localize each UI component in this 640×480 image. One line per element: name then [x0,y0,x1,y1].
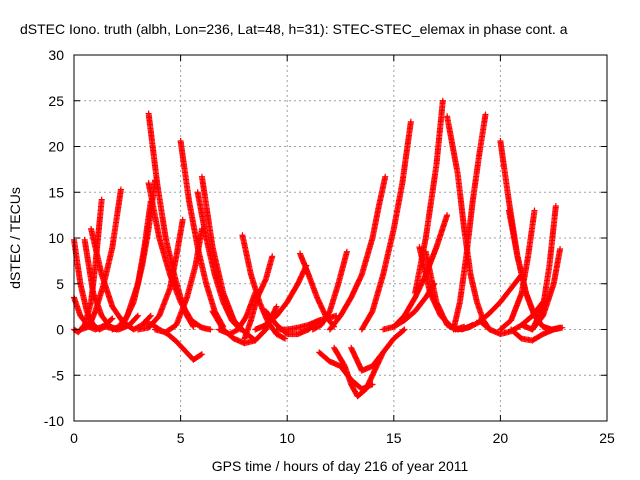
data-series [326,173,389,333]
data-series [273,312,340,333]
data-point [207,326,214,333]
data-series [450,111,489,333]
data-point [282,335,289,342]
y-tick-label: 10 [48,230,64,246]
y-tick-label: -5 [52,367,65,383]
x-tick-label: 25 [599,430,615,446]
x-tick-label: 5 [177,430,185,446]
y-tick-label: 20 [48,139,64,155]
data-point [401,326,408,333]
data-point [444,212,451,219]
y-tick-label: 25 [48,93,64,109]
data-series [348,326,408,374]
data-series [81,236,141,333]
y-tick-label: 30 [48,47,64,63]
data-point [552,202,559,209]
data-point [343,248,350,255]
x-tick-label: 20 [493,430,509,446]
data-series [412,97,446,296]
y-tick-label: 5 [56,276,64,292]
data-point [482,111,489,118]
data-point [531,207,538,214]
data-point [382,173,389,180]
y-axis-label: dSTEC / TECUs [7,187,23,289]
data-series [358,118,414,333]
data-series [241,253,276,342]
data-series [252,262,310,333]
data-point [134,312,141,319]
y-tick-label: -10 [44,413,64,429]
data-point [98,196,105,203]
y-tick-label: 0 [56,322,64,338]
x-tick-label: 15 [386,430,402,446]
data-series [141,319,205,363]
y-tick-label: 15 [48,184,64,200]
data-point [269,253,276,260]
x-tick-label: 10 [279,430,295,446]
data-point [108,316,115,323]
data-point [147,312,154,319]
data-point [146,313,153,320]
data-point [109,315,116,322]
data-point [117,186,124,193]
data-series [88,225,154,333]
data-point [179,216,186,223]
chart-title: dSTEC Iono. truth (albh, Lon=236, Lat=48… [20,21,568,37]
data-point [407,118,414,125]
data-point [400,327,407,334]
data-series [134,216,186,333]
x-axis-label: GPS time / hours of day 216 of year 2011 [212,458,469,474]
data-point [134,313,141,320]
data-point [439,97,446,104]
data-series [331,344,387,400]
data-point [273,303,280,310]
data-point [198,351,205,358]
data-point [280,334,287,341]
data-series [71,294,116,333]
data-series [145,180,214,333]
data-series [198,173,259,344]
data-series [309,248,350,333]
data-series [239,232,289,342]
marks-layer [71,97,566,400]
data-point [197,351,204,358]
x-tick-label: 0 [70,430,78,446]
